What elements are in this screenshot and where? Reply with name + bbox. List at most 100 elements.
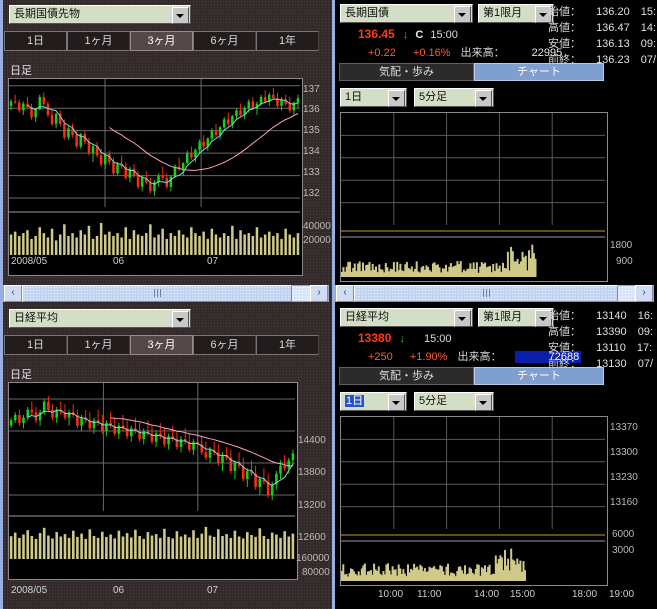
last-price: 136.45	[358, 27, 395, 41]
stat-time: 07/	[637, 358, 654, 370]
chart-jgb-daily[interactable]	[8, 78, 303, 276]
stat-value: 136.47	[596, 22, 630, 34]
contract-label: 第1限月	[483, 7, 523, 19]
interval-select-jgb[interactable]: 5分足	[414, 88, 494, 107]
period-tab-1d[interactable]: 1日	[4, 335, 67, 355]
stat-high-nikkei: 高値： 13390 09:	[548, 323, 653, 339]
period-tab-3m[interactable]: 3ヶ月	[130, 31, 193, 51]
stat-open-nikkei: 始値： 13140 16:	[548, 307, 653, 323]
period-tabs-nikkei[interactable]: 1日 1ヶ月 3ヶ月 6ヶ月 1年	[4, 335, 319, 355]
symbol-label: 長期国債	[345, 7, 389, 19]
chevron-down-icon[interactable]	[388, 90, 405, 107]
panel-nikkei-quote: 日経平均 第1限月 13380 ↓ 15:00 +250 +1.90% 出来高：…	[332, 304, 657, 609]
period-tab-1y[interactable]: 1年	[256, 31, 319, 51]
range-select-jgb[interactable]: 1日	[340, 88, 407, 107]
view-tabs-nikkei[interactable]: 気配・歩み チャート	[339, 367, 604, 385]
stat-value: 13140	[596, 310, 627, 322]
symbol-select-jgb-quote[interactable]: 長期国債	[340, 4, 473, 23]
stat-time: 15:	[640, 6, 657, 18]
xtick-1800: 18:00	[572, 589, 598, 600]
contract-select-jgb[interactable]: 第1限月	[478, 4, 554, 23]
chevron-down-icon[interactable]	[475, 90, 492, 107]
symbol-select-jgb[interactable]: 長期国債先物	[9, 5, 191, 24]
volume-label: 出来高：	[457, 351, 502, 363]
xtick-1900: 19:00	[609, 589, 635, 600]
vtick-1800: 1800	[610, 240, 633, 251]
xtick-06: 06	[113, 585, 125, 596]
scroll-right-button[interactable]: ›	[635, 285, 653, 302]
view-tabs-jgb[interactable]: 気配・歩み チャート	[339, 63, 604, 81]
contract-label: 第1限月	[483, 311, 523, 323]
period-tab-6m[interactable]: 6ヶ月	[193, 31, 256, 51]
ytick-137: 137	[303, 84, 320, 95]
period-tab-6m[interactable]: 6ヶ月	[193, 335, 256, 355]
scroll-left-button[interactable]: ‹	[4, 285, 22, 302]
stat-label: 高値：	[548, 22, 581, 34]
change-row-nikkei: +250 +1.90% 出来高： 72688	[368, 348, 582, 364]
chevron-down-icon[interactable]	[454, 310, 471, 327]
scrollbar-track[interactable]	[618, 286, 635, 301]
stat-time: 07/	[640, 54, 657, 66]
chart-jgb-intraday[interactable]	[340, 112, 608, 282]
scroll-left-button[interactable]: ‹	[336, 285, 354, 302]
period-tab-1m[interactable]: 1ヶ月	[67, 31, 130, 51]
chevron-down-icon[interactable]	[454, 6, 471, 23]
period-tab-1y[interactable]: 1年	[256, 335, 319, 355]
tab-order-book[interactable]: 気配・歩み	[339, 367, 474, 385]
ytick-132: 132	[303, 188, 320, 199]
stat-value: 136.23	[596, 54, 630, 66]
volume-value: 22995	[531, 47, 563, 59]
stat-time: 14:	[640, 22, 657, 34]
vtick-900: 900	[616, 256, 633, 267]
chart-canvas	[9, 79, 300, 255]
stat-value: 13390	[596, 326, 627, 338]
stat-label: 安値：	[548, 38, 581, 50]
contract-select-nikkei[interactable]: 第1限月	[478, 308, 554, 327]
chart-canvas	[341, 113, 605, 277]
interval-select-nikkei[interactable]: 5分足	[414, 392, 494, 411]
stat-time: 09:	[640, 38, 657, 50]
scrollbar-thumb[interactable]	[354, 285, 618, 302]
chevron-down-icon[interactable]	[535, 310, 552, 327]
tab-chart[interactable]: チャート	[474, 63, 604, 81]
scrollbar-jgb-daily[interactable]: ‹ ›	[3, 285, 329, 302]
xtick-1000: 10:00	[378, 589, 404, 600]
period-tab-1m[interactable]: 1ヶ月	[67, 335, 130, 355]
interval-label: 5分足	[419, 91, 448, 103]
stat-label: 安値：	[548, 342, 581, 354]
scroll-right-button[interactable]: ›	[310, 285, 328, 302]
vtick-6000: 6000	[612, 529, 635, 540]
scrollbar-thumb[interactable]	[22, 285, 292, 302]
stat-time: 17:	[636, 342, 653, 354]
direction-arrow-icon: ↓	[402, 29, 409, 41]
volume-value: 72688	[514, 351, 582, 363]
change-percent: +0.16%	[412, 47, 451, 59]
range-select-nikkei[interactable]: 1日	[340, 392, 407, 411]
chevron-down-icon[interactable]	[475, 394, 492, 411]
ytick-13160: 13160	[610, 497, 638, 508]
period-tab-1d[interactable]: 1日	[4, 31, 67, 51]
panel-jgb-daily: 長期国債先物 1日 1ヶ月 3ヶ月 6ヶ月 1年 日足 137 136 135 …	[0, 0, 332, 304]
stat-value: 136.13	[596, 38, 630, 50]
ytick-13370: 13370	[610, 422, 638, 433]
scrollbar-jgb-intraday[interactable]: ‹ ›	[335, 285, 654, 302]
symbol-select-nikkei[interactable]: 日経平均	[9, 309, 191, 328]
chevron-down-icon[interactable]	[172, 311, 189, 328]
vtick-40000: 40000	[303, 221, 331, 232]
chevron-down-icon[interactable]	[388, 394, 405, 411]
ytick-13800: 13800	[298, 467, 326, 478]
stat-prevclose-jgb: 前終： 136.23 07/	[548, 51, 656, 67]
chevron-down-icon[interactable]	[172, 7, 189, 24]
period-tabs-jgb[interactable]: 1日 1ヶ月 3ヶ月 6ヶ月 1年	[4, 31, 319, 51]
session-flag: C	[415, 29, 424, 41]
period-tab-3m[interactable]: 3ヶ月	[130, 335, 193, 355]
tab-order-book[interactable]: 気配・歩み	[339, 63, 474, 81]
tab-chart[interactable]: チャート	[474, 367, 604, 385]
scrollbar-track[interactable]	[292, 286, 310, 301]
chevron-down-icon[interactable]	[535, 6, 552, 23]
chart-nikkei-daily[interactable]	[8, 382, 298, 580]
symbol-select-nikkei-quote[interactable]: 日経平均	[340, 308, 473, 327]
stat-open-jgb: 始値： 136.20 15:	[548, 3, 656, 19]
chart-nikkei-intraday[interactable]	[340, 416, 608, 586]
